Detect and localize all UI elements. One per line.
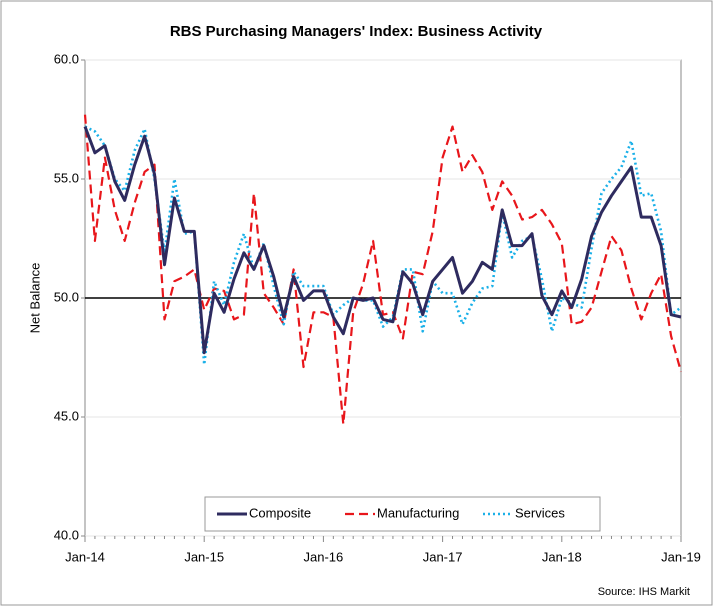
- series-line: [83, 126, 682, 355]
- x-tick-label: Jan-15: [184, 549, 224, 564]
- y-tick-label: 45.0: [54, 408, 79, 423]
- series-line: [84, 125, 682, 366]
- legend-label: Composite: [249, 505, 311, 520]
- x-tick-label: Jan-14: [65, 549, 105, 564]
- legend-label: Services: [515, 505, 565, 520]
- chart-title: RBS Purchasing Managers' Index: Business…: [170, 23, 543, 40]
- y-tick-label: 50.0: [54, 289, 79, 304]
- y-tick-label: 40.0: [54, 527, 79, 542]
- x-tick-label: Jan-17: [423, 549, 463, 564]
- x-tick-label: Jan-18: [542, 549, 582, 564]
- y-tick-label: 60.0: [54, 51, 79, 66]
- legend-label: Manufacturing: [377, 505, 459, 520]
- series-line: [83, 114, 683, 426]
- x-tick-label: Jan-16: [304, 549, 344, 564]
- source: Source: IHS Markit: [598, 586, 690, 598]
- x-tick-label: Jan-19: [661, 549, 701, 564]
- legend: [204, 496, 601, 532]
- y-tick-label: 55.0: [54, 170, 79, 185]
- y-axis-label: Net Balance: [27, 263, 42, 334]
